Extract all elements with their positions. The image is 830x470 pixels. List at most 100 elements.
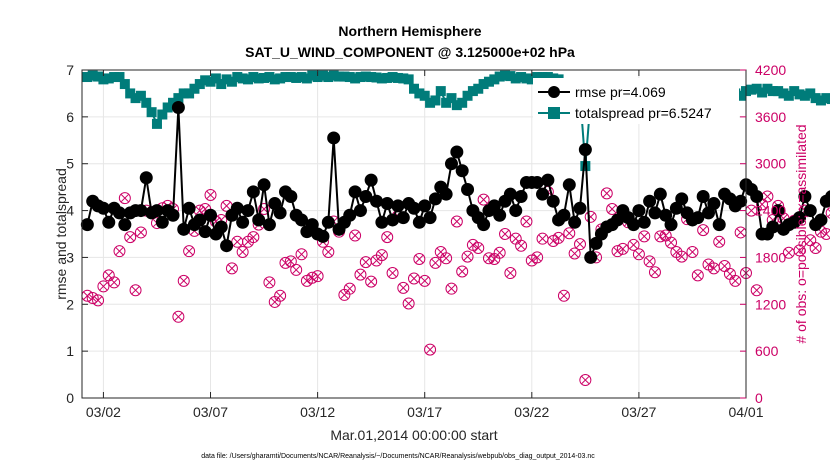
possible-obs-marker	[204, 188, 217, 201]
rmse-marker	[321, 215, 335, 229]
assimilated-obs-marker	[345, 284, 354, 293]
totalspread-marker	[392, 72, 403, 83]
rmse-marker	[118, 218, 132, 232]
rmse-marker	[509, 204, 523, 218]
rmse-marker	[675, 192, 689, 206]
totalspread-marker	[168, 97, 179, 108]
assimilated-obs-marker	[356, 270, 365, 279]
totalspread-marker	[773, 86, 784, 97]
rmse-marker	[637, 215, 651, 229]
y-tick-label-right: 3600	[755, 109, 786, 125]
possible-obs-marker	[354, 268, 367, 281]
possible-obs-marker	[450, 215, 463, 228]
assimilated-obs-marker	[522, 217, 531, 226]
totalspread-marker	[489, 74, 500, 85]
totalspread-marker	[430, 95, 441, 106]
possible-obs-marker	[118, 192, 131, 205]
rmse-marker	[230, 201, 244, 215]
totalspread-marker	[259, 72, 270, 83]
assimilated-obs-marker	[725, 269, 734, 278]
possible-obs-marker	[568, 247, 581, 260]
assimilated-obs-marker	[827, 208, 830, 217]
assimilated-obs-marker	[179, 276, 188, 285]
totalspread-marker	[376, 73, 387, 84]
rmse-marker	[546, 194, 560, 208]
possible-obs-marker	[499, 228, 512, 240]
rmse-marker	[503, 187, 517, 201]
possible-obs-marker	[177, 274, 190, 287]
totalspread-marker	[194, 79, 205, 90]
rmse-marker	[166, 208, 180, 222]
totalspread-marker	[783, 90, 794, 101]
y-tick-label-left: 4	[66, 203, 74, 219]
rmse-marker	[632, 204, 646, 218]
possible-obs-marker	[284, 255, 297, 268]
totalspread-marker	[821, 93, 830, 104]
y-tick-label-left: 6	[66, 109, 74, 125]
possible-obs-marker	[515, 239, 528, 252]
rmse-marker	[139, 171, 153, 185]
rmse-marker	[343, 208, 357, 222]
rmse-marker	[455, 164, 469, 178]
totalspread-marker	[323, 72, 334, 83]
possible-obs-marker	[686, 245, 699, 258]
possible-obs-marker	[263, 276, 276, 289]
assimilated-obs-marker	[436, 248, 445, 256]
rmse-marker	[648, 206, 662, 220]
y-tick-label-left: 3	[66, 249, 74, 265]
rmse-marker	[327, 131, 341, 145]
assimilated-obs-marker	[404, 299, 413, 308]
assimilated-obs-marker	[474, 244, 483, 253]
assimilated-obs-marker	[704, 260, 713, 269]
totalspread-marker	[419, 90, 430, 101]
assimilated-obs-marker	[581, 376, 590, 384]
possible-obs-marker	[124, 231, 137, 244]
possible-obs-marker	[493, 246, 506, 259]
rmse-marker	[691, 211, 705, 225]
assimilated-obs-marker	[431, 258, 440, 267]
assimilated-obs-marker	[340, 290, 349, 299]
possible-obs-marker	[820, 228, 830, 240]
y-tick-label-left: 2	[66, 296, 74, 312]
rmse-marker	[477, 218, 491, 232]
possible-obs-marker	[172, 310, 185, 323]
rmse-marker	[536, 187, 550, 201]
totalspread-marker	[521, 73, 532, 84]
rmse-series	[80, 100, 830, 264]
rmse-marker	[450, 145, 464, 159]
possible-obs-marker	[247, 231, 260, 244]
possible-obs-marker	[584, 210, 597, 223]
rmse-marker	[578, 143, 592, 157]
totalspread-marker	[135, 90, 146, 101]
rmse-marker	[257, 178, 271, 192]
totalspread-marker	[532, 72, 543, 83]
assimilated-obs-marker	[83, 291, 92, 300]
assimilated-obs-marker	[634, 250, 643, 259]
rmse-marker	[530, 175, 544, 189]
rmse-marker	[370, 194, 384, 208]
assimilated-obs-marker	[576, 240, 584, 249]
y-tick-label-left: 5	[66, 156, 74, 172]
totalspread-marker	[184, 88, 195, 99]
totalspread-marker	[451, 100, 462, 111]
assimilated-obs-marker	[351, 231, 360, 240]
totalspread-marker	[226, 76, 237, 87]
assimilated-obs-marker	[383, 233, 392, 242]
possible-obs-marker	[825, 207, 830, 219]
assimilated-obs-marker	[554, 233, 563, 242]
totalspread-marker	[371, 72, 382, 83]
rmse-marker	[568, 215, 582, 229]
assimilated-obs-marker	[120, 194, 129, 203]
rmse-marker	[771, 204, 785, 218]
totalspread-marker	[317, 70, 328, 81]
possible-obs-marker	[258, 203, 271, 216]
x-tick-label: 03/22	[514, 404, 549, 420]
assimilated-obs-marker	[795, 246, 804, 255]
rmse-marker	[734, 194, 748, 208]
rmse-marker	[112, 206, 126, 220]
totalspread-marker	[398, 73, 409, 84]
totalspread-marker	[248, 72, 259, 83]
totalspread-marker	[360, 71, 371, 82]
rmse-marker	[493, 208, 507, 222]
